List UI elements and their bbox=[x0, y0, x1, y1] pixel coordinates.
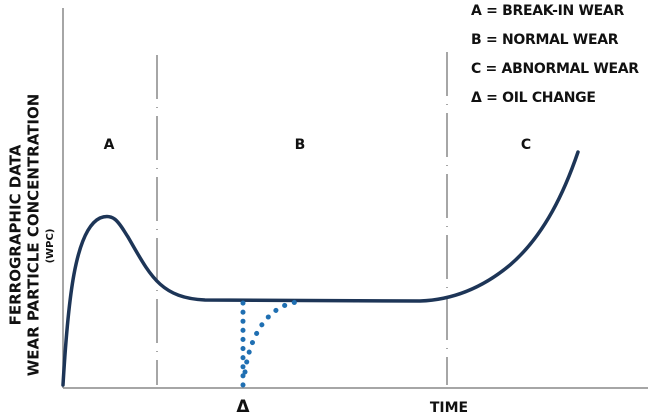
region-label: A bbox=[104, 137, 115, 153]
legend-item: A = BREAK-IN WEAR bbox=[471, 3, 624, 19]
oil-change-curve bbox=[242, 299, 300, 375]
oil-change-marker: Δ bbox=[236, 397, 250, 417]
x-axis-label: TIME bbox=[430, 400, 468, 416]
legend-item: B = NORMAL WEAR bbox=[471, 32, 619, 48]
legend-item: C = ABNORMAL WEAR bbox=[471, 61, 639, 77]
y-axis-label: WEAR PARTICLE CONCENTRATION bbox=[25, 94, 43, 377]
wear-curve bbox=[61, 150, 580, 387]
legend-item: Δ = OIL CHANGE bbox=[471, 90, 596, 106]
region-label: B bbox=[295, 137, 306, 153]
legend: A = BREAK-IN WEAR B = NORMAL WEAR C = AB… bbox=[471, 3, 640, 106]
region-label: C bbox=[521, 137, 531, 153]
y-axis-sublabel: (WPC) bbox=[45, 229, 56, 264]
y-axis-label: FERROGRAPHIC DATA bbox=[7, 144, 25, 325]
